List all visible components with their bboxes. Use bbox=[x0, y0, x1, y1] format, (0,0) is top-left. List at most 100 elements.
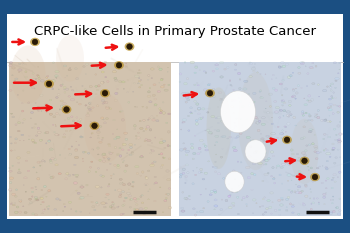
Ellipse shape bbox=[182, 121, 185, 123]
Ellipse shape bbox=[304, 195, 308, 198]
Ellipse shape bbox=[121, 149, 124, 151]
Ellipse shape bbox=[311, 120, 313, 121]
Ellipse shape bbox=[282, 105, 284, 106]
Ellipse shape bbox=[316, 151, 320, 154]
Ellipse shape bbox=[99, 159, 101, 161]
Ellipse shape bbox=[225, 199, 228, 202]
Ellipse shape bbox=[337, 149, 339, 150]
Ellipse shape bbox=[279, 214, 281, 216]
Ellipse shape bbox=[64, 206, 66, 207]
Ellipse shape bbox=[150, 164, 154, 167]
Ellipse shape bbox=[271, 123, 273, 125]
Ellipse shape bbox=[286, 210, 288, 212]
Ellipse shape bbox=[289, 114, 292, 115]
Ellipse shape bbox=[282, 80, 285, 81]
Ellipse shape bbox=[308, 119, 311, 121]
Ellipse shape bbox=[23, 119, 25, 120]
Ellipse shape bbox=[149, 88, 151, 89]
Ellipse shape bbox=[220, 121, 222, 122]
Ellipse shape bbox=[46, 112, 47, 113]
Ellipse shape bbox=[232, 192, 233, 193]
Ellipse shape bbox=[308, 211, 310, 212]
Ellipse shape bbox=[186, 78, 189, 79]
Ellipse shape bbox=[241, 172, 242, 173]
Ellipse shape bbox=[322, 165, 323, 166]
Ellipse shape bbox=[68, 201, 71, 203]
Ellipse shape bbox=[134, 208, 136, 210]
Ellipse shape bbox=[262, 199, 264, 200]
Ellipse shape bbox=[314, 151, 316, 152]
Ellipse shape bbox=[136, 172, 139, 175]
Ellipse shape bbox=[143, 131, 145, 132]
Ellipse shape bbox=[119, 111, 121, 112]
Ellipse shape bbox=[265, 159, 268, 161]
Ellipse shape bbox=[228, 184, 230, 185]
Ellipse shape bbox=[32, 73, 34, 74]
Ellipse shape bbox=[112, 70, 117, 73]
Ellipse shape bbox=[122, 182, 123, 183]
Ellipse shape bbox=[229, 80, 231, 82]
Ellipse shape bbox=[282, 136, 292, 144]
Ellipse shape bbox=[272, 74, 274, 76]
Ellipse shape bbox=[86, 114, 90, 116]
Ellipse shape bbox=[314, 134, 315, 135]
Ellipse shape bbox=[225, 171, 244, 192]
Ellipse shape bbox=[37, 75, 40, 77]
Ellipse shape bbox=[186, 154, 188, 156]
Ellipse shape bbox=[81, 185, 83, 186]
Ellipse shape bbox=[269, 206, 272, 208]
Ellipse shape bbox=[265, 152, 267, 153]
Ellipse shape bbox=[30, 112, 34, 113]
Ellipse shape bbox=[246, 204, 247, 205]
Ellipse shape bbox=[331, 202, 333, 204]
Ellipse shape bbox=[288, 105, 291, 106]
Ellipse shape bbox=[128, 189, 129, 190]
Ellipse shape bbox=[182, 168, 186, 171]
Ellipse shape bbox=[272, 167, 274, 168]
Ellipse shape bbox=[114, 138, 117, 140]
Ellipse shape bbox=[214, 209, 215, 210]
Ellipse shape bbox=[53, 116, 56, 118]
Ellipse shape bbox=[326, 188, 327, 189]
Ellipse shape bbox=[21, 110, 24, 112]
Ellipse shape bbox=[97, 105, 99, 107]
Ellipse shape bbox=[197, 107, 201, 110]
Ellipse shape bbox=[15, 189, 18, 191]
Ellipse shape bbox=[69, 154, 71, 156]
Ellipse shape bbox=[300, 62, 303, 63]
Ellipse shape bbox=[123, 88, 124, 89]
Ellipse shape bbox=[25, 191, 27, 192]
Ellipse shape bbox=[159, 154, 160, 155]
Ellipse shape bbox=[337, 139, 340, 141]
Ellipse shape bbox=[227, 66, 229, 68]
Ellipse shape bbox=[72, 120, 75, 122]
Ellipse shape bbox=[298, 173, 301, 175]
Ellipse shape bbox=[48, 189, 51, 192]
Ellipse shape bbox=[145, 207, 147, 209]
Ellipse shape bbox=[30, 118, 32, 119]
Ellipse shape bbox=[119, 193, 122, 194]
Ellipse shape bbox=[50, 161, 53, 164]
Ellipse shape bbox=[253, 101, 255, 103]
Ellipse shape bbox=[46, 206, 47, 207]
Ellipse shape bbox=[330, 83, 334, 85]
Ellipse shape bbox=[60, 84, 62, 86]
Ellipse shape bbox=[137, 137, 140, 139]
Ellipse shape bbox=[11, 143, 12, 144]
Ellipse shape bbox=[179, 149, 183, 151]
Ellipse shape bbox=[199, 139, 203, 142]
Ellipse shape bbox=[214, 199, 217, 201]
Ellipse shape bbox=[75, 211, 77, 212]
Ellipse shape bbox=[290, 191, 293, 193]
Ellipse shape bbox=[200, 151, 201, 152]
Ellipse shape bbox=[257, 151, 259, 153]
Ellipse shape bbox=[9, 182, 12, 184]
Ellipse shape bbox=[308, 144, 311, 146]
Ellipse shape bbox=[134, 128, 136, 130]
Ellipse shape bbox=[336, 134, 337, 135]
Ellipse shape bbox=[271, 175, 272, 177]
Ellipse shape bbox=[204, 93, 207, 95]
Ellipse shape bbox=[294, 191, 296, 193]
Ellipse shape bbox=[149, 129, 152, 131]
Ellipse shape bbox=[102, 137, 104, 138]
